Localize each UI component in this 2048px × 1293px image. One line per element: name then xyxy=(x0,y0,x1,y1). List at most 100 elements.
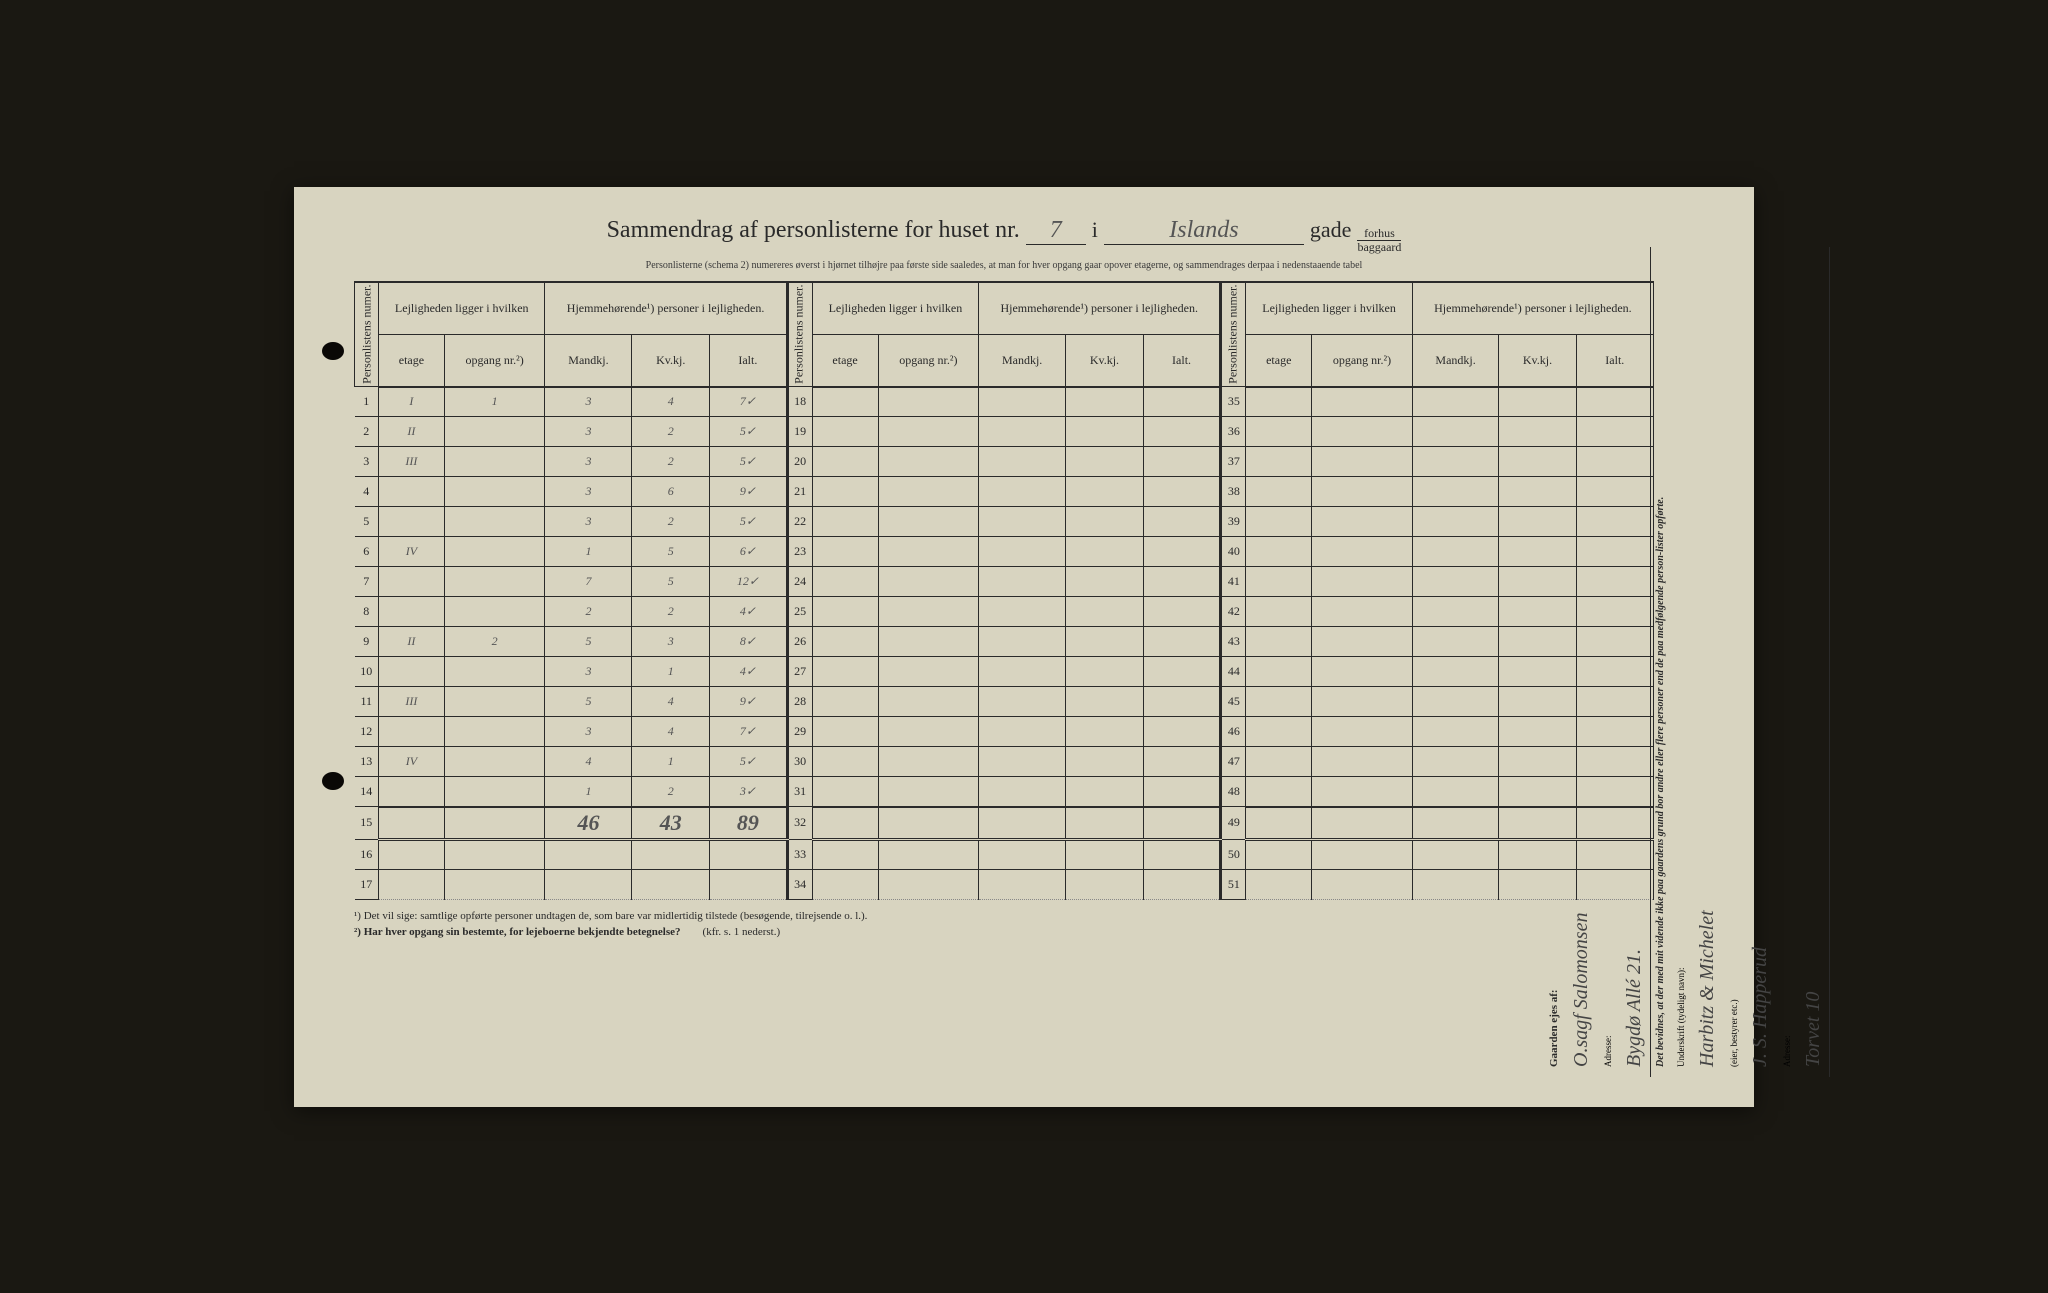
cell: 22 xyxy=(787,507,812,537)
cell: 31 xyxy=(787,777,812,807)
cell: 51 xyxy=(1221,869,1246,899)
cell: 50 xyxy=(1221,839,1246,869)
binder-hole xyxy=(322,342,344,360)
cell: 4 xyxy=(632,387,710,417)
cell: 10 xyxy=(355,657,379,687)
cell xyxy=(1412,387,1499,417)
instructions-text: Personlisterne (schema 2) numereres øver… xyxy=(354,260,1654,271)
cell xyxy=(812,657,878,687)
cell xyxy=(444,687,545,717)
cell xyxy=(1246,687,1312,717)
cell xyxy=(878,777,979,807)
cell xyxy=(878,417,979,447)
col-lejligheden: Lejligheden ligger i hvilken xyxy=(1246,282,1412,334)
cell: 13 xyxy=(355,747,379,777)
cell xyxy=(979,627,1066,657)
cell: 43 xyxy=(632,807,710,840)
cell xyxy=(812,537,878,567)
cell: 3 xyxy=(545,657,632,687)
cell: 6 xyxy=(355,537,379,567)
cell xyxy=(812,447,878,477)
cell: 9✓ xyxy=(710,477,788,507)
cell xyxy=(1246,477,1312,507)
cell xyxy=(1412,807,1499,840)
cell: 3 xyxy=(545,447,632,477)
cell: 45 xyxy=(1221,687,1246,717)
col-hjemmehorende: Hjemmehørende¹) personer i lejligheden. xyxy=(979,282,1221,334)
census-form-page: Sammendrag af personlisterne for huset n… xyxy=(294,187,1754,1107)
cell: 1 xyxy=(545,777,632,807)
cell xyxy=(1066,477,1144,507)
cell xyxy=(1066,777,1144,807)
underskrift-label: Underskrift (tydeligt navn): xyxy=(1676,257,1686,1067)
cell xyxy=(545,869,632,899)
cell xyxy=(1312,777,1413,807)
cell xyxy=(444,747,545,777)
cell: 29 xyxy=(787,717,812,747)
cell xyxy=(1143,417,1221,447)
cell xyxy=(1246,417,1312,447)
cell xyxy=(1143,839,1221,869)
cell: 25 xyxy=(787,597,812,627)
cell xyxy=(444,807,545,840)
cell xyxy=(1312,567,1413,597)
cell xyxy=(979,507,1066,537)
cell xyxy=(812,687,878,717)
cell xyxy=(979,417,1066,447)
cell: 5 xyxy=(545,687,632,717)
cell xyxy=(878,717,979,747)
forhus-baggaard: forhus baggaard xyxy=(1357,227,1401,254)
col-etage: etage xyxy=(812,334,878,386)
cell xyxy=(979,657,1066,687)
cell xyxy=(1066,839,1144,869)
cell: 42 xyxy=(1221,597,1246,627)
cell xyxy=(1066,627,1144,657)
cell: 20 xyxy=(787,447,812,477)
form-header: Sammendrag af personlisterne for huset n… xyxy=(354,217,1654,254)
cell xyxy=(812,597,878,627)
cell xyxy=(1246,657,1312,687)
cell: 2 xyxy=(355,417,379,447)
cell: IV xyxy=(379,747,445,777)
cell xyxy=(1312,447,1413,477)
cell xyxy=(812,627,878,657)
cell xyxy=(1143,597,1221,627)
cell: 2 xyxy=(545,597,632,627)
cell: 4✓ xyxy=(710,597,788,627)
adresse-label: Adresse: xyxy=(1603,257,1613,1067)
cell: 5✓ xyxy=(710,507,788,537)
cell xyxy=(1143,447,1221,477)
cell: 3 xyxy=(632,627,710,657)
cell xyxy=(379,567,445,597)
col-etage: etage xyxy=(379,334,445,386)
cell: 2 xyxy=(632,417,710,447)
cell xyxy=(878,839,979,869)
cell: 18 xyxy=(787,387,812,417)
cell: 33 xyxy=(787,839,812,869)
cell: 47 xyxy=(1221,747,1246,777)
col-etage: etage xyxy=(1246,334,1312,386)
cell xyxy=(1412,507,1499,537)
cell xyxy=(1412,417,1499,447)
cell: 40 xyxy=(1221,537,1246,567)
cell: 9 xyxy=(355,627,379,657)
cell: 32 xyxy=(787,807,812,840)
table-row: 6IV156✓2340 xyxy=(355,537,1654,567)
cell: 41 xyxy=(1221,567,1246,597)
cell xyxy=(632,869,710,899)
cell xyxy=(1066,717,1144,747)
cell xyxy=(1246,537,1312,567)
cell xyxy=(1066,657,1144,687)
table-row: 14123✓3148 xyxy=(355,777,1654,807)
cell xyxy=(710,869,788,899)
signature-panel: Gaarden ejes af: O.sagf Salomonsen Adres… xyxy=(1544,247,1724,1077)
gade-label: gade xyxy=(1310,217,1352,243)
col-opgang: opgang nr.²) xyxy=(878,334,979,386)
cell xyxy=(1412,869,1499,899)
cell: 27 xyxy=(787,657,812,687)
cell: 38 xyxy=(1221,477,1246,507)
cell xyxy=(632,839,710,869)
table-row: 3III325✓2037 xyxy=(355,447,1654,477)
cell: 37 xyxy=(1221,447,1246,477)
cell xyxy=(979,447,1066,477)
